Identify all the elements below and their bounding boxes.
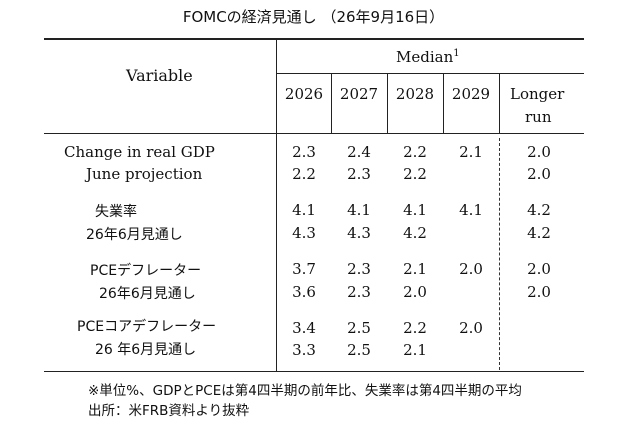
value-cell: 2.3 [347,165,371,183]
row-label-core-pce-june: 26 年6月見通し [95,342,197,358]
page-title: FOMCの経済見通し （26年9月16日） [182,8,445,26]
value-cell: 4.3 [347,224,371,242]
year-divider-4 [499,74,500,133]
value-cell: 2.3 [347,260,371,278]
year-2029: 2029 [451,85,491,103]
row-label-pce-june: 26年6月見通し [99,286,196,302]
value-cell: 2.2 [292,165,316,183]
header-rule [44,133,584,134]
value-cell: 4.1 [347,201,371,219]
units-note: ※単位%、GDPとPCEは第4四半期の前年比、失業率は第4四半期の平均 [88,383,522,399]
row-label-pce: PCEデフレーター [90,263,202,279]
value-cell: 2.1 [459,143,483,161]
year-2028: 2028 [395,85,435,103]
row-label-gdp: Change in real GDP [64,143,215,161]
value-cell: 2.2 [403,319,427,337]
variable-header: Variable [126,66,193,85]
value-cell: 2.1 [403,341,427,359]
value-cell: 3.7 [292,260,316,278]
value-cell: 4.1 [403,201,427,219]
value-cell: 4.2 [403,224,427,242]
bottom-rule [44,371,584,372]
value-cell: 2.2 [403,165,427,183]
value-cell: 2.0 [527,260,551,278]
value-cell: 4.3 [292,224,316,242]
longer-run-dashed-divider [499,138,500,370]
median-underline [276,73,584,74]
value-cell: 4.2 [527,201,551,219]
median-footnote-mark: 1 [453,48,460,59]
variable-column-divider [276,38,277,372]
source-note: 出所：米FRB資料より抜粋 [88,403,250,419]
value-cell: 4.1 [459,201,483,219]
year-divider-3 [443,74,444,133]
value-cell: 2.0 [527,143,551,161]
year-divider-1 [331,74,332,133]
longer-run-line2: run [525,108,552,126]
row-label-unemployment-june: 26年6月見通し [86,227,183,243]
value-cell: 2.5 [347,341,371,359]
value-cell: 2.5 [347,319,371,337]
longer-run-line1: Longer [510,85,565,103]
value-cell: 4.2 [527,224,551,242]
top-rule [44,38,584,40]
median-header: Median1 [396,48,460,66]
row-label-core-pce: PCEコアデフレーター [77,319,217,335]
value-cell: 2.1 [403,260,427,278]
value-cell: 3.4 [292,319,316,337]
value-cell: 2.0 [527,283,551,301]
value-cell: 3.3 [292,341,316,359]
value-cell: 2.0 [459,260,483,278]
value-cell: 2.2 [403,143,427,161]
row-label-unemployment: 失業率 [95,204,137,220]
value-cell: 2.3 [292,143,316,161]
median-label: Median [396,48,454,66]
value-cell: 2.0 [403,283,427,301]
value-cell: 2.0 [527,165,551,183]
projections-table: Variable Median1 2026 2027 2028 2029 Lon… [44,38,584,372]
value-cell: 3.6 [292,283,316,301]
value-cell: 4.1 [292,201,316,219]
value-cell: 2.4 [347,143,371,161]
value-cell: 2.3 [347,283,371,301]
value-cell: 2.0 [459,319,483,337]
year-2027: 2027 [339,85,379,103]
year-2026: 2026 [284,85,324,103]
year-divider-2 [387,74,388,133]
row-label-gdp-june: June projection [86,165,203,183]
